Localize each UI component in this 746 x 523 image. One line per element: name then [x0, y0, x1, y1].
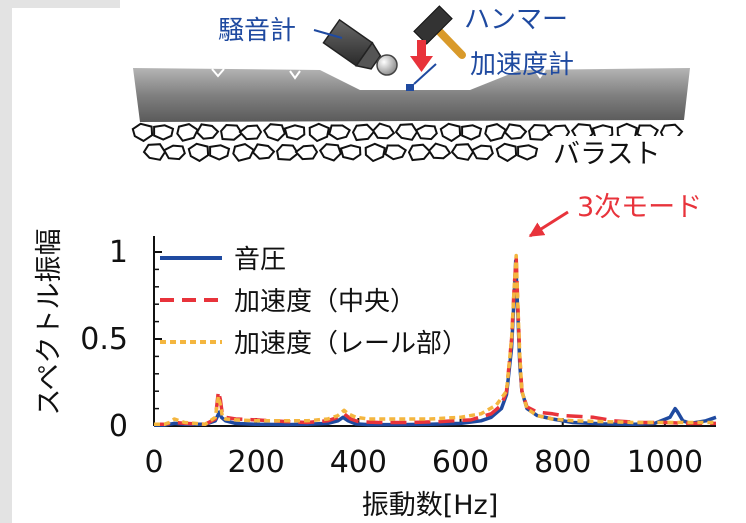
ballast-stone: [262, 123, 286, 142]
ballast-stone: [339, 144, 362, 161]
legend-label-accel-rail: 加速度（レール部）: [234, 329, 468, 359]
ballast-stones: [131, 122, 684, 163]
hammer-icon: [413, 5, 466, 59]
ballast-stone: [283, 124, 306, 141]
x-tick-label: 200: [228, 445, 285, 480]
track-diagram: 騒音計 ハンマー 加速度計 バラスト: [131, 5, 690, 170]
ballast-stone: [238, 124, 263, 141]
y-axis-title: スペクトル振幅: [34, 228, 65, 415]
ballast-stone: [308, 122, 330, 143]
ballast-stone: [187, 142, 210, 163]
mode-annotation-label: 3次モード: [577, 192, 702, 223]
noise-meter-label: 騒音計: [218, 16, 296, 46]
ballast-stone: [251, 143, 276, 160]
ballast-stone: [461, 124, 483, 141]
ballast-stone: [294, 144, 319, 161]
ballast-stone: [427, 142, 452, 160]
accelerometer-leader: [413, 63, 437, 85]
legend-label-sound-pressure: 音圧: [234, 245, 286, 275]
x-tick-label: 0: [144, 445, 163, 480]
y-tick-label: 1: [109, 235, 128, 270]
ballast-stone: [195, 123, 220, 140]
legend-label-accel-center: 加速度（中央）: [234, 287, 416, 317]
series-line-2: [154, 253, 716, 427]
x-tick-label: 1000: [627, 445, 703, 480]
ballast-label-bg: [548, 136, 686, 170]
ballast-stone: [220, 123, 244, 141]
ballast-stone: [318, 143, 342, 162]
ballast-stone: [209, 144, 231, 161]
ballast-stone: [407, 143, 432, 162]
ballast-stone: [142, 143, 167, 161]
noise-meter-icon: [322, 18, 398, 76]
ballast-stone: [232, 143, 255, 162]
accelerometer-label: 加速度計: [470, 50, 574, 80]
noise-meter-leader: [313, 29, 343, 39]
y-tick-label: 0: [109, 409, 128, 444]
ballast-stone: [162, 144, 186, 161]
ballast-stone: [484, 123, 507, 142]
ballast-stone: [328, 124, 352, 141]
mode-annotation-arrow: [528, 210, 569, 238]
slab: [133, 68, 690, 122]
ballast-stone: [495, 142, 518, 163]
left-frame: [0, 0, 12, 523]
ballast-stone: [276, 143, 300, 161]
x-tick-label: 800: [534, 445, 591, 480]
ballast-stone: [517, 144, 539, 161]
ballast-stone: [503, 123, 528, 140]
x-tick-label: 600: [432, 445, 489, 480]
ballast-stone: [351, 123, 376, 142]
x-axis-title: 振動数[Hz]: [362, 490, 499, 521]
x-tick-label: 400: [330, 445, 387, 480]
series-layer: [154, 253, 717, 427]
ballast-stone: [384, 144, 408, 161]
ballast-stone: [176, 123, 199, 142]
ballast-stone: [131, 122, 154, 143]
ballast-stone: [371, 122, 396, 140]
ballast-stone: [364, 142, 386, 163]
ballast-stone: [470, 144, 494, 161]
ballast-stone: [153, 124, 175, 141]
axis-ticks: 0 200 400 600 800 1000 0 0.5 1: [80, 235, 703, 480]
impact-arrow-icon: [410, 40, 433, 72]
ballast-stone: [528, 123, 552, 141]
slab-notches: [211, 68, 546, 80]
y-tick-label: 0.5: [80, 322, 128, 357]
ballast-stone: [394, 123, 419, 141]
legend: 音圧 加速度（中央） 加速度（レール部）: [160, 245, 468, 359]
series-line-1: [154, 255, 716, 427]
accelerometer-icon: [406, 84, 414, 91]
ballast-stone: [450, 143, 475, 161]
spectrum-chart: 0 200 400 600 800 1000 0 0.5 1 振動数[Hz] スペクトル振幅 音…: [34, 192, 717, 521]
ballast-stone: [414, 124, 438, 141]
ballast-stone: [439, 122, 462, 143]
ballast-label: バラスト: [553, 139, 660, 170]
top-frame: [0, 0, 120, 8]
hammer-label: ハンマー: [464, 5, 568, 35]
